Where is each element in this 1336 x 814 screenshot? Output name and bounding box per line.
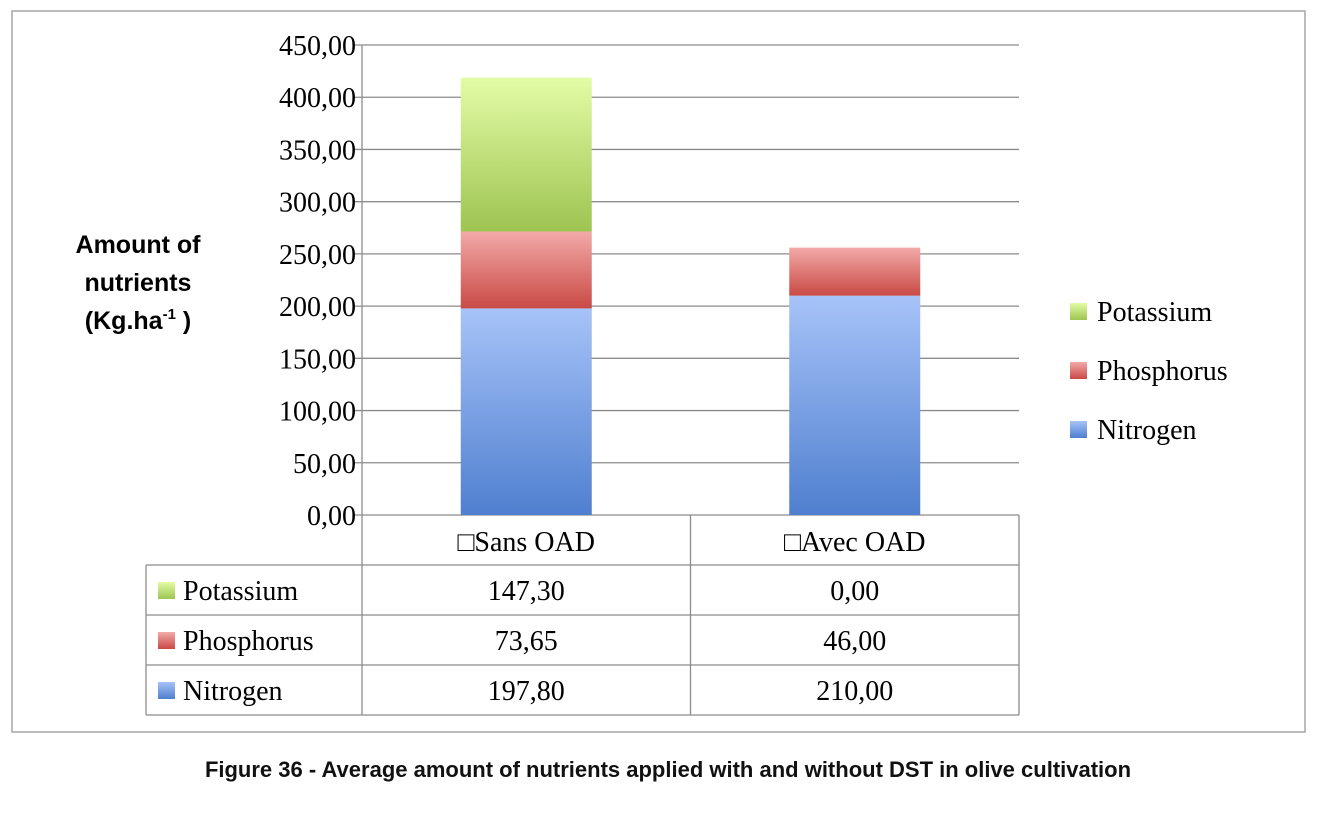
table-legend-key: [158, 682, 175, 699]
bar-segment: [789, 295, 921, 515]
bars: [460, 77, 921, 515]
figure-caption: Figure 36 - Average amount of nutrients …: [204, 757, 1132, 782]
table-legend-key: [158, 582, 175, 599]
ylabel-unit-sup: -1: [163, 306, 176, 323]
table-cell-value: 197,80: [488, 676, 565, 707]
table-cell-value: 73,65: [495, 626, 558, 657]
table-series-name: Potassium: [183, 576, 298, 607]
y-axis-label: Amount of nutrients (Kg.ha-1 ): [76, 231, 202, 335]
data-table: □Sans OAD □Avec OAD Potassium 147,30 0,00 Pho…: [145, 515, 1020, 716]
ylabel-line-3: (Kg.ha-1 ): [85, 306, 191, 335]
legend-key: [1070, 303, 1087, 320]
legend-key: [1070, 362, 1087, 379]
chart-frame: [11, 10, 1306, 733]
legend-label: Potassium: [1097, 297, 1212, 328]
table-cell-value: 0,00: [830, 576, 879, 607]
y-tick-label: 50,00: [293, 449, 356, 480]
ylabel-unit-end: ): [176, 307, 191, 335]
y-tick-label: 350,00: [279, 135, 356, 166]
legend: Potassium Phosphorus Nitrogen: [1070, 297, 1228, 446]
y-tick-label: 300,00: [279, 188, 356, 219]
table-cell-value: 210,00: [816, 676, 893, 707]
y-tick-label: 150,00: [279, 344, 356, 375]
y-tick-label: 450,00: [279, 31, 356, 62]
table-cell-value: 147,30: [488, 576, 565, 607]
y-tick-label: 400,00: [279, 83, 356, 114]
y-axis-ticks: 0,00 50,00 100,00 150,00 200,00 250,00 300,00 3…: [279, 31, 356, 532]
table-series-name: Phosphorus: [183, 626, 314, 657]
ylabel-line-1: Amount of: [76, 231, 202, 259]
ylabel-line-2: nutrients: [85, 269, 192, 297]
table-series-name: Nitrogen: [183, 676, 283, 707]
bar-segment: [460, 308, 592, 515]
table-cell-value: 46,00: [823, 626, 886, 657]
legend-label: Nitrogen: [1097, 415, 1197, 446]
category-label: □Sans OAD: [458, 527, 595, 558]
bar-segment: [460, 231, 592, 309]
legend-label: Phosphorus: [1097, 356, 1228, 387]
bar-segment: [789, 247, 921, 296]
y-tick-label: 250,00: [279, 240, 356, 271]
bar-segment: [460, 77, 592, 232]
y-tick-label: 200,00: [279, 292, 356, 323]
table-legend-key: [158, 632, 175, 649]
y-tick-label: 100,00: [279, 397, 356, 428]
legend-key: [1070, 421, 1087, 438]
y-tick-label: 0,00: [307, 501, 356, 532]
ylabel-unit-base: (Kg.ha: [85, 307, 164, 335]
category-label: □Avec OAD: [784, 527, 926, 558]
